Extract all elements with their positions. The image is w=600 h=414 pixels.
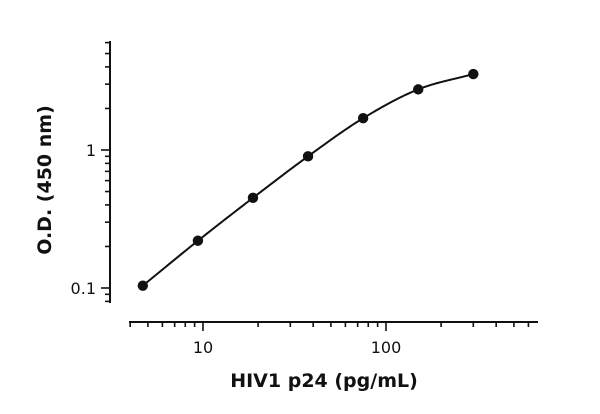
x-tick-label: 100 [371,338,402,357]
data-point [137,280,149,291]
y-tick-label: 1 [86,141,96,160]
axes: 0.1 1 10 100 [71,41,538,357]
data-point [247,192,259,204]
data-point [357,112,369,124]
x-tick-label: 10 [193,338,213,357]
data-points-layer [137,68,479,291]
fit-curve-layer [142,73,474,287]
x-axis-title: HIV1 p24 (pg/mL) [230,370,418,392]
y-axis-title: O.D. (450 nm) [34,105,56,255]
data-point [413,84,424,95]
fit-curve [142,73,474,287]
data-point [468,68,479,80]
data-point [192,235,204,246]
y-tick-label: 0.1 [71,279,96,298]
data-point [302,151,314,162]
